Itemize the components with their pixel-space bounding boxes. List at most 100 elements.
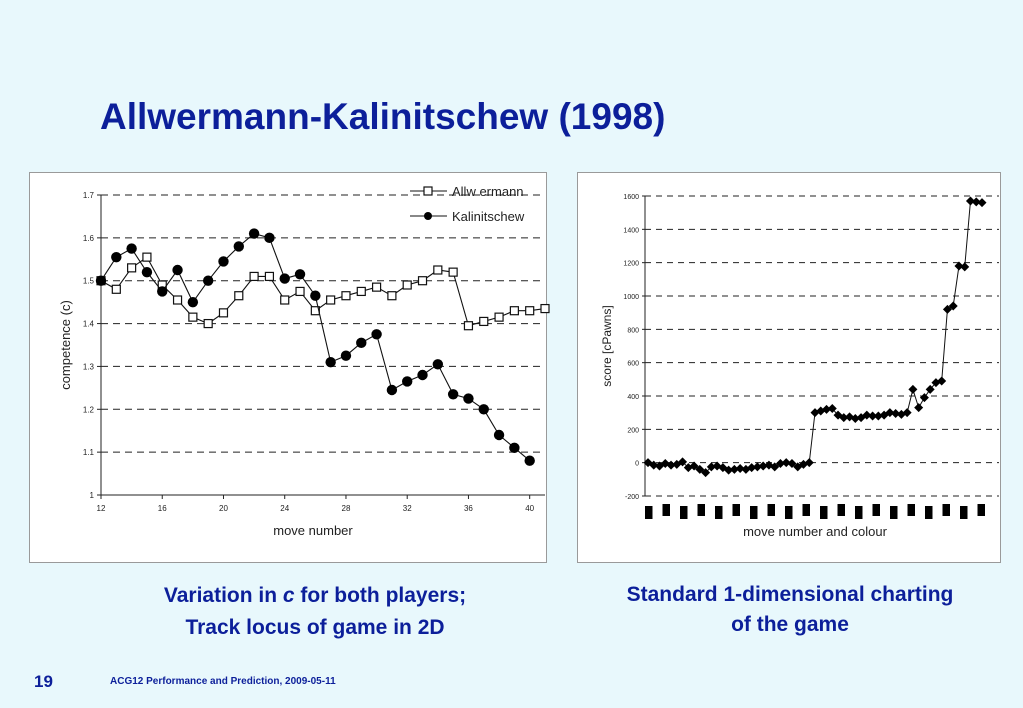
data-point-score: [902, 408, 912, 418]
data-point-allwermann: [111, 284, 121, 294]
colour-band: [732, 504, 740, 516]
data-point-score: [822, 404, 832, 414]
data-point-score: [845, 412, 855, 422]
data-point-kalinitschew: [218, 256, 229, 267]
y-tick-label: 1.4: [83, 320, 95, 329]
competence-chart-panel: 1 1.1 1.2 1.3 1.4 1.5 1.6 1.7 12 16 20 24 28 32 36 40 mo…: [29, 172, 550, 563]
data-point-allwermann: [417, 276, 428, 286]
footer-text: ACG12 Performance and Prediction, 2009-0…: [110, 676, 336, 687]
colour-band: [820, 506, 828, 519]
score-line: [647, 200, 983, 474]
data-point-kalinitschew: [111, 251, 122, 263]
data-point-kalinitschew: [157, 286, 168, 297]
data-point-allwermann: [234, 291, 244, 301]
y-tick-label: 400: [627, 394, 639, 401]
data-point-score: [862, 410, 872, 420]
colour-band: [942, 504, 950, 516]
data-point-allwermann: [264, 271, 275, 282]
data-point-score: [683, 463, 693, 473]
data-point-kalinitschew: [524, 455, 535, 466]
data-point-kalinitschew: [233, 241, 244, 252]
y-tick-label: 1200: [623, 261, 639, 268]
colour-band: [645, 506, 653, 519]
y-axis-label: competence (c): [58, 300, 73, 390]
x-tick-label: 40: [525, 504, 534, 513]
data-point-allwermann: [371, 282, 382, 292]
data-point-kalinitschew: [386, 384, 398, 396]
data-point-score: [908, 384, 918, 394]
colour-band: [872, 504, 880, 516]
data-point-kalinitschew: [187, 296, 199, 308]
data-point-allwermann: [326, 295, 336, 305]
data-point-allwermann: [142, 252, 152, 262]
y-tick-label: 0: [635, 461, 639, 468]
slide-title: Allwermann-Kalinitschew (1998): [100, 96, 666, 137]
data-point-kalinitschew: [310, 290, 321, 301]
x-axis-label: move number and colour: [743, 524, 887, 539]
data-point-score: [758, 461, 768, 471]
caption-right-line2: of the game: [731, 613, 849, 636]
data-point-allwermann: [509, 306, 519, 316]
data-point-score: [977, 198, 987, 208]
data-point-score: [695, 464, 705, 474]
data-point-allwermann: [525, 306, 535, 316]
x-tick-label: 28: [342, 504, 351, 513]
data-point-score: [735, 464, 745, 473]
x-tick-label: 20: [219, 504, 228, 513]
colour-band: [960, 506, 968, 519]
data-point-kalinitschew: [294, 269, 306, 280]
data-point-allwermann: [341, 291, 351, 301]
y-axis-label: score [cPawns]: [600, 305, 614, 386]
y-tick-label: 200: [627, 427, 639, 434]
y-tick-label: 1.6: [83, 234, 95, 243]
caption-left: Variation in c for both players; Track l…: [100, 580, 530, 644]
data-point-score: [701, 468, 711, 478]
data-point-allwermann: [479, 316, 489, 327]
x-tick-label: 16: [158, 504, 167, 513]
caption-right: Standard 1-dimensional charting of the g…: [575, 580, 1005, 640]
data-point-allwermann: [295, 286, 305, 297]
data-point-score: [960, 262, 970, 272]
y-tick-label: 1400: [623, 227, 639, 234]
data-point-score: [937, 376, 947, 386]
data-point-score: [678, 457, 688, 467]
x-tick-label: 36: [464, 504, 473, 513]
data-point-allwermann: [249, 271, 259, 282]
data-point-kalinitschew: [264, 232, 275, 244]
data-point-kalinitschew: [478, 404, 489, 415]
x-axis-label: move number: [273, 523, 353, 538]
colour-band: [697, 504, 705, 516]
colour-band: [890, 506, 898, 519]
data-point-score: [942, 304, 952, 314]
data-point-score: [666, 460, 676, 470]
colour-band: [767, 504, 775, 516]
data-point-score: [798, 459, 808, 469]
data-point-allwermann: [433, 265, 443, 275]
caption-left-line2: Track locus of game in 2D: [185, 616, 445, 639]
data-point-kalinitschew: [172, 264, 183, 276]
data-point-score: [827, 404, 837, 413]
data-point-allwermann: [172, 295, 183, 305]
data-point-score: [965, 196, 975, 206]
data-point-kalinitschew: [463, 393, 474, 404]
data-point-allwermann: [127, 263, 137, 273]
data-point-kalinitschew: [279, 273, 290, 284]
data-point-score: [787, 459, 797, 468]
y-tick-label: 600: [627, 361, 639, 368]
y-tick-label: 1: [90, 491, 95, 500]
data-point-kalinitschew: [417, 369, 428, 381]
data-point-allwermann: [280, 295, 290, 305]
data-point-score: [660, 459, 670, 468]
data-point-allwermann: [356, 286, 366, 297]
series-line-kalinitschew: [100, 232, 531, 462]
data-point-kalinitschew: [402, 376, 413, 387]
data-point-score: [729, 464, 739, 474]
data-point-kalinitschew: [356, 337, 367, 349]
colour-band: [925, 506, 933, 519]
data-point-score: [724, 465, 734, 475]
legend-label: Kalinitschew: [452, 209, 525, 224]
data-point-allwermann: [540, 303, 550, 314]
page-number: 19: [34, 672, 53, 691]
data-point-kalinitschew: [95, 275, 107, 286]
data-point-score: [706, 462, 716, 472]
